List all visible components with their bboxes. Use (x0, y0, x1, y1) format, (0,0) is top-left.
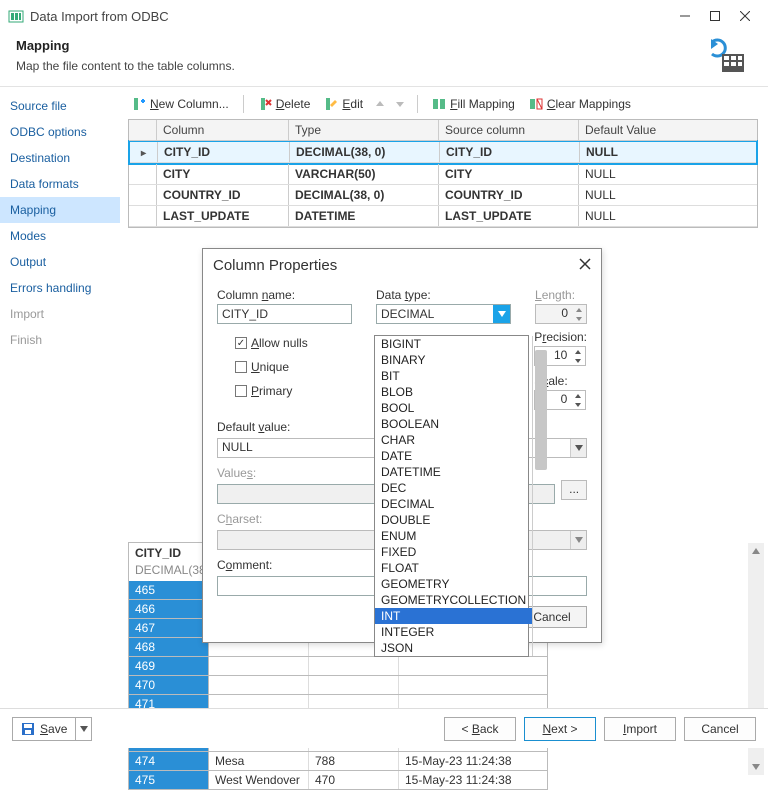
dropdown-option[interactable]: BOOL (375, 400, 532, 416)
dropdown-option[interactable]: DATE (375, 448, 532, 464)
col-header-default: Default Value (579, 120, 757, 141)
dropdown-option[interactable]: DOUBLE (375, 512, 532, 528)
move-down-button[interactable] (393, 97, 407, 111)
default-value-label: Default value: (217, 420, 290, 434)
dropdown-option[interactable]: BIGINT (375, 336, 532, 352)
minimize-button[interactable] (670, 5, 700, 27)
sidebar-item[interactable]: ODBC options (0, 119, 120, 145)
page-heading: Mapping (16, 38, 235, 53)
sidebar-item: Import (0, 301, 120, 327)
col-header-column: Column (157, 120, 289, 141)
save-dropdown[interactable] (75, 718, 91, 740)
charset-label: Charset: (217, 512, 262, 526)
preview-row[interactable]: 470 (128, 676, 548, 695)
close-button[interactable] (730, 5, 760, 27)
delete-button[interactable]: Delete (254, 95, 315, 113)
primary-checkbox[interactable]: Primary (235, 384, 339, 398)
length-input: 0 (535, 304, 587, 324)
dropdown-scrollbar[interactable] (532, 336, 533, 656)
wizard-steps: Source fileODBC optionsDestinationData f… (0, 87, 120, 685)
dropdown-option[interactable]: BOOLEAN (375, 416, 532, 432)
fill-mapping-button[interactable]: Fill Mapping (428, 95, 519, 113)
dropdown-option[interactable]: JSON (375, 640, 532, 656)
dropdown-option[interactable]: BLOB (375, 384, 532, 400)
preview-row[interactable]: 469 (128, 657, 548, 676)
next-button[interactable]: Next > (524, 717, 596, 741)
sidebar-item[interactable]: Data formats (0, 171, 120, 197)
dropdown-option[interactable]: INT (375, 608, 532, 624)
clear-mappings-button[interactable]: Clear Mappings (525, 95, 635, 113)
preview-row[interactable]: 474Mesa78815-May-23 11:24:38 (128, 752, 548, 771)
mapping-grid: Column Type Source column Default Value … (128, 119, 758, 228)
move-up-button[interactable] (373, 97, 387, 111)
dropdown-option[interactable]: BINARY (375, 352, 532, 368)
dialog-close-button[interactable] (579, 258, 591, 273)
dropdown-option[interactable]: FLOAT (375, 560, 532, 576)
page-header: Mapping Map the file content to the tabl… (0, 32, 768, 86)
chevron-down-icon[interactable] (570, 439, 586, 457)
save-button[interactable]: Save (12, 717, 92, 741)
sidebar-item[interactable]: Mapping (0, 197, 120, 223)
column-name-input[interactable]: CITY_ID (217, 304, 352, 324)
table-row[interactable]: ▸CITY_IDDECIMAL(38, 0)CITY_IDNULL (130, 142, 756, 163)
data-type-dropdown[interactable]: BIGINTBINARYBITBLOBBOOLBOOLEANCHARDATEDA… (374, 335, 529, 657)
values-browse-button[interactable]: ... (561, 480, 587, 500)
table-row[interactable]: CITYVARCHAR(50)CITYNULL (129, 164, 757, 185)
sidebar-item[interactable]: Modes (0, 223, 120, 249)
mapping-toolbar: New Column... Delete Edit Fill Mapping C… (128, 95, 758, 119)
col-header-source: Source column (439, 120, 579, 141)
wizard-footer: Save < Back Next > Import Cancel (0, 708, 768, 748)
edit-button[interactable]: Edit (320, 95, 367, 113)
dropdown-option[interactable]: CHAR (375, 432, 532, 448)
sidebar-item[interactable]: Source file (0, 93, 120, 119)
precision-label: Precision: (534, 330, 587, 344)
dropdown-option[interactable]: BIT (375, 368, 532, 384)
sidebar-item: Finish (0, 327, 120, 353)
preview-row[interactable]: 475West Wendover47015-May-23 11:24:38 (128, 771, 548, 790)
sidebar-item[interactable]: Errors handling (0, 275, 120, 301)
save-icon (21, 722, 35, 736)
length-label: Length: (535, 288, 587, 302)
page-subtitle: Map the file content to the table column… (16, 59, 235, 73)
table-row[interactable]: COUNTRY_IDDECIMAL(38, 0)COUNTRY_IDNULL (129, 185, 757, 206)
window-title: Data Import from ODBC (30, 9, 169, 24)
back-button[interactable]: < Back (444, 717, 516, 741)
dropdown-option[interactable]: DEC (375, 480, 532, 496)
title-bar: Data Import from ODBC (0, 0, 768, 32)
values-label: Values: (217, 466, 256, 480)
dropdown-option[interactable]: INTEGER (375, 624, 532, 640)
new-column-button[interactable]: New Column... (128, 95, 233, 113)
data-type-label: Data type: (376, 288, 511, 302)
chevron-down-icon[interactable] (493, 305, 510, 323)
col-header-type: Type (289, 120, 439, 141)
column-name-label: Column name: (217, 288, 352, 302)
sidebar-item[interactable]: Destination (0, 145, 120, 171)
dropdown-option[interactable]: ENUM (375, 528, 532, 544)
dropdown-option[interactable]: GEOMETRYCOLLECTION (375, 592, 532, 608)
app-icon (8, 8, 24, 24)
dropdown-option[interactable]: DATETIME (375, 464, 532, 480)
cancel-button[interactable]: Cancel (684, 717, 756, 741)
import-hero-icon (706, 36, 746, 76)
data-type-select[interactable]: DECIMAL (376, 304, 511, 324)
dropdown-option[interactable]: FIXED (375, 544, 532, 560)
sidebar-item[interactable]: Output (0, 249, 120, 275)
allow-nulls-checkbox[interactable]: ✓Allow nulls (235, 336, 339, 350)
unique-checkbox[interactable]: Unique (235, 360, 339, 374)
dropdown-option[interactable]: GEOMETRY (375, 576, 532, 592)
comment-label: Comment: (217, 558, 272, 572)
import-button[interactable]: Import (604, 717, 676, 741)
table-row[interactable]: LAST_UPDATEDATETIMELAST_UPDATENULL (129, 206, 757, 227)
dropdown-option[interactable]: DECIMAL (375, 496, 532, 512)
maximize-button[interactable] (700, 5, 730, 27)
dialog-title: Column Properties (213, 257, 337, 274)
